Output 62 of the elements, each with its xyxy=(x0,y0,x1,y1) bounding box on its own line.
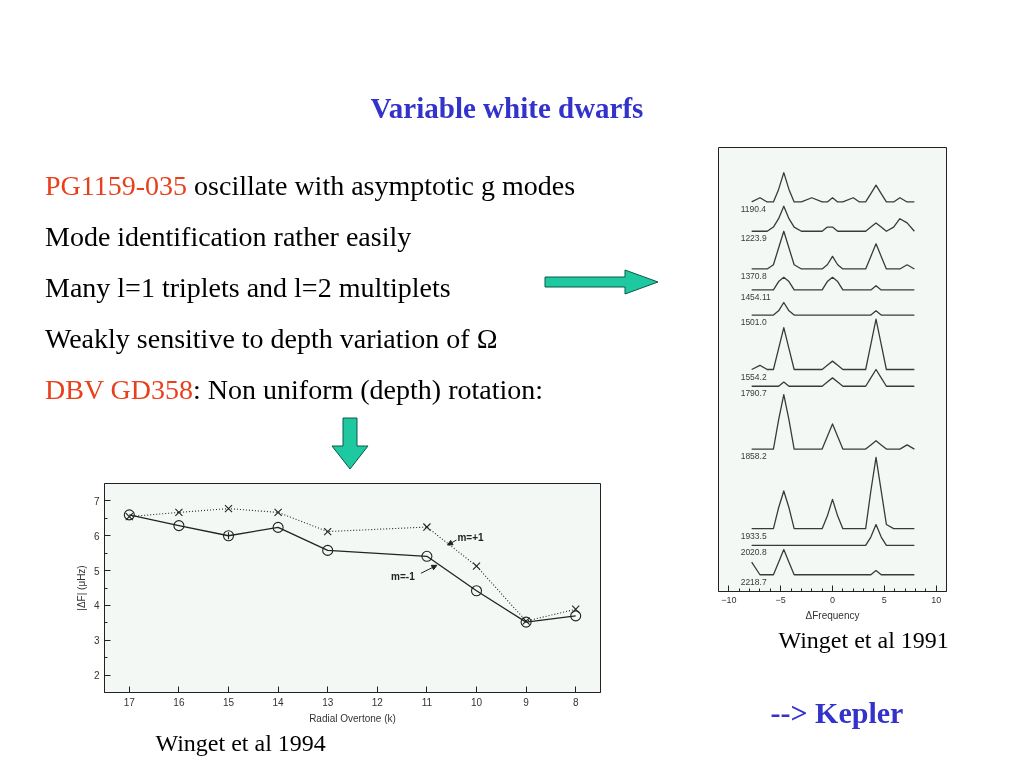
point xyxy=(472,561,481,571)
series-label: m=-1 xyxy=(391,570,416,582)
y-tick-label: 5 xyxy=(93,565,100,577)
series-label: 1190.4 xyxy=(740,203,767,214)
text: Weakly sensitive to depth variation of Ω xyxy=(45,323,498,354)
series-label: 1858.2 xyxy=(740,451,767,462)
text: --> Kepler xyxy=(770,695,904,729)
series-label: 2218.7 xyxy=(740,576,767,587)
text: Winget et al 1991 xyxy=(778,626,949,653)
y-axis-title: |ΔF| (μHz) xyxy=(75,565,87,611)
point xyxy=(173,520,185,532)
legend-label: m=+1 xyxy=(457,531,484,543)
text: Variable white dwarfs xyxy=(370,91,644,126)
series-label: 1501.0 xyxy=(740,317,767,328)
x-tick-label: 11 xyxy=(421,696,433,708)
y-tick-label: 7 xyxy=(93,495,100,507)
x-axis-title: Radial Overtone (k) xyxy=(309,712,396,724)
series-label: 1370.8 xyxy=(740,270,767,281)
point xyxy=(422,522,431,532)
x-tick-label: 9 xyxy=(523,696,530,708)
point xyxy=(323,527,332,536)
x-tick-label: −10 xyxy=(721,594,737,605)
x-tick-label: 15 xyxy=(222,696,235,708)
x-tick-label: 14 xyxy=(272,696,285,708)
point xyxy=(571,605,580,614)
series-label: 1933.5 xyxy=(740,530,767,541)
point xyxy=(421,550,433,562)
x-tick-label: 16 xyxy=(173,696,185,708)
x-tick-label: 10 xyxy=(931,594,942,605)
x-axis-title: ΔFrequency xyxy=(805,609,860,621)
x-tick-label: 13 xyxy=(322,696,334,708)
x-tick-label: 10 xyxy=(470,696,483,708)
series-label: 1554.2 xyxy=(740,371,767,382)
point xyxy=(470,585,483,597)
point xyxy=(272,521,284,533)
series-label: 1223.9 xyxy=(740,233,767,244)
text: Winget et al 1994 xyxy=(155,729,326,756)
series-label: 1790.7 xyxy=(740,388,767,399)
point xyxy=(224,504,233,513)
series-label: 1454.11 xyxy=(740,291,772,302)
text: Mode identification rather easily xyxy=(45,221,412,252)
x-tick-label: −5 xyxy=(775,594,786,605)
x-tick-label: 5 xyxy=(881,594,887,605)
text: oscillate with asymptotic g modes xyxy=(194,170,576,201)
text: DBV GD358 xyxy=(45,374,194,405)
y-tick-label: 2 xyxy=(93,670,100,682)
x-tick-label: 17 xyxy=(123,696,136,708)
point xyxy=(322,544,334,556)
x-tick-label: 12 xyxy=(371,696,384,708)
x-tick-label: 8 xyxy=(572,696,579,708)
point xyxy=(570,610,582,622)
text: PG1159-035 xyxy=(45,170,188,201)
x-tick-label: 0 xyxy=(830,594,836,605)
text: Many l=1 triplets and l=2 multiplets xyxy=(45,272,451,303)
series-label: 2020.8 xyxy=(740,547,767,558)
y-tick-label: 6 xyxy=(93,530,100,542)
y-tick-label: 3 xyxy=(93,635,100,647)
point xyxy=(222,530,235,542)
point xyxy=(174,508,183,517)
y-tick-label: 4 xyxy=(93,600,100,612)
point xyxy=(274,508,283,517)
text: : Non uniform (depth) rotation: xyxy=(193,374,543,405)
